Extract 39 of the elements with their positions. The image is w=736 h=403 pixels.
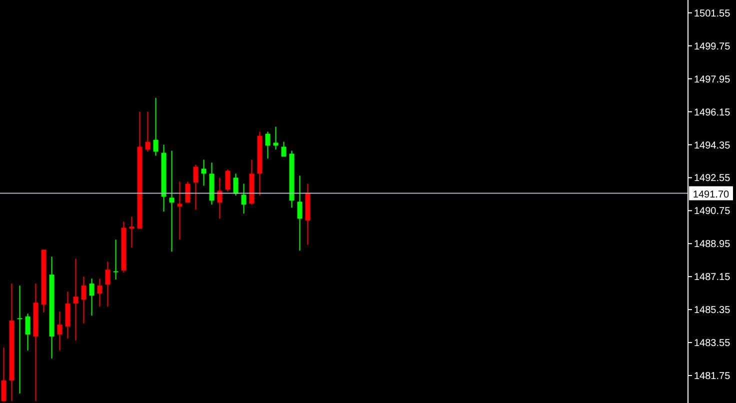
candlestick: [113, 239, 118, 280]
y-tick-label: 1488.95: [694, 239, 731, 250]
y-tick-label: 1499.75: [694, 41, 731, 52]
y-tick-label: 1501.55: [694, 8, 731, 20]
y-tick-label: 1481.75: [694, 371, 731, 382]
candlestick: [169, 150, 174, 252]
y-tick-label: 1490.75: [694, 206, 731, 218]
candlestick: [225, 169, 230, 192]
candlestick: [241, 183, 246, 214]
candlestick: [57, 311, 62, 352]
candlestick: [153, 97, 158, 156]
candlestick: [73, 258, 78, 342]
candlestick: [105, 261, 110, 308]
candlestick: [145, 111, 150, 152]
candlestick: [1, 346, 6, 402]
candlestick: [65, 291, 70, 340]
y-tick-label: 1494.35: [694, 140, 731, 152]
candlestick: [81, 276, 86, 324]
candlestick: [217, 177, 222, 220]
candlestick: [201, 159, 206, 186]
candlestick: [17, 285, 22, 394]
y-tick-label: 1492.55: [694, 173, 731, 184]
y-tick-label: 1485.35: [694, 305, 731, 316]
candlestick: [97, 278, 102, 308]
ref-line-label: 1491.70: [692, 189, 730, 200]
candlestick: [265, 131, 270, 160]
candlestick: [177, 181, 182, 240]
candlestick: [89, 278, 94, 316]
candlestick: [297, 175, 302, 252]
candlestick: [281, 141, 286, 158]
candlestick: [129, 216, 134, 248]
candlestick: [233, 173, 238, 196]
y-tick-label: 1483.55: [694, 338, 731, 350]
candlestick: [273, 126, 278, 150]
y-tick-label: 1487.15: [694, 272, 731, 284]
candlestick: [193, 164, 198, 210]
y-tick-label: 1497.95: [694, 74, 731, 86]
y-tick-label: 1496.15: [694, 107, 731, 118]
candlestick: [25, 313, 30, 352]
